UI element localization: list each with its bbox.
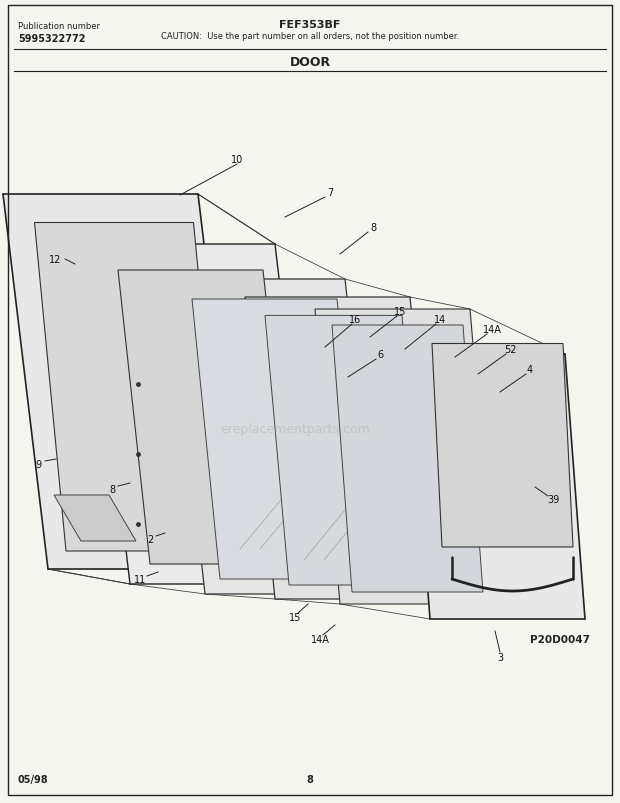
Text: CAUTION:  Use the part number on all orders, not the position number.: CAUTION: Use the part number on all orde… [161,32,459,41]
Polygon shape [3,195,243,569]
Polygon shape [245,298,440,599]
Text: FEF353BF: FEF353BF [280,20,340,30]
Text: 52: 52 [503,344,516,355]
Text: 8: 8 [306,774,314,784]
Text: 15: 15 [394,307,406,316]
Polygon shape [410,355,585,619]
Text: 6: 6 [377,349,383,360]
Text: P20D0047: P20D0047 [530,634,590,644]
Polygon shape [170,279,380,594]
Text: 14A: 14A [311,634,329,644]
Polygon shape [118,271,295,565]
Text: 7: 7 [327,188,333,198]
Polygon shape [265,316,426,585]
Text: DOOR: DOOR [290,56,330,69]
Text: 39: 39 [547,495,559,504]
Text: 05/98: 05/98 [18,774,48,784]
Text: 4: 4 [527,365,533,374]
Text: ereplacementparts.com: ereplacementparts.com [220,423,370,436]
Text: 8: 8 [370,222,376,233]
Polygon shape [90,245,315,585]
Text: 16: 16 [349,315,361,324]
Text: 12: 12 [49,255,61,265]
Polygon shape [332,325,483,593]
Text: 14: 14 [434,315,446,324]
Text: 8: 8 [109,484,115,495]
Text: 2: 2 [147,534,153,544]
Polygon shape [54,495,136,541]
Polygon shape [315,310,495,604]
Polygon shape [432,344,573,548]
Text: 9: 9 [35,459,41,470]
Text: 14A: 14A [482,324,502,335]
Polygon shape [192,300,365,579]
Polygon shape [35,223,225,552]
Text: 11: 11 [134,574,146,585]
Text: 3: 3 [497,652,503,662]
Text: 15: 15 [289,612,301,622]
Text: Publication number: Publication number [18,22,100,31]
Text: 10: 10 [231,155,243,165]
Text: 5995322772: 5995322772 [18,34,86,44]
